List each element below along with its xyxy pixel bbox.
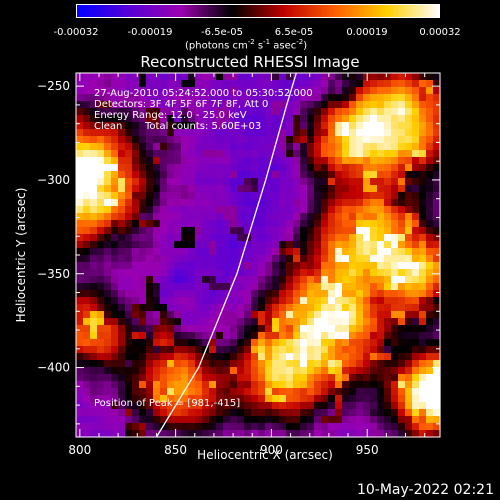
x-tick-label: 850 [164, 443, 187, 457]
y-tick-label: −400 [37, 361, 70, 375]
detectors-text: Detectors: 3F 4F 5F 6F 7F 8F, Att 0 [94, 99, 269, 110]
y-tick-label: −350 [37, 267, 70, 281]
method-text: Clean [94, 121, 123, 132]
timestamp: 10-May-2022 02:21 [356, 482, 494, 498]
x-tick-label: 900 [260, 443, 283, 457]
time-range-text: 27-Aug-2010 05:24:52.000 to 05:30:52.000 [94, 88, 313, 99]
x-axis-label: Heliocentric X (arcsec) [197, 448, 333, 462]
y-tick-label: −250 [37, 79, 70, 93]
colorbar-unit-label: (photons cm-2 s-1 asec-2) [185, 38, 308, 52]
colorbar-tick-label: 6.5e-05 [274, 27, 314, 38]
solar-limb-curve [155, 72, 297, 438]
y-axis-label: Heliocentric Y (arcsec) [14, 187, 28, 323]
energy-range-text: Energy Range: 12.0 - 25.0 keV [94, 110, 247, 121]
colorbar-tick-label: 0.00032 [419, 27, 461, 38]
colorbar-tick-label: 0.00019 [346, 27, 388, 38]
chart-title: Reconstructed RHESSI Image [140, 53, 360, 71]
y-tick-label: −300 [37, 173, 70, 187]
x-tick-label: 800 [68, 443, 91, 457]
peak-position-text: Position of Peak = [981,-415] [94, 398, 241, 409]
total-counts-text: Total counts: 5.60E+03 [145, 121, 262, 132]
axis-ticks: 800 850 900 950 −250 −300 −350 −400 [37, 73, 440, 457]
colorbar-tick-label: -0.00032 [53, 27, 99, 38]
colorbar [76, 4, 440, 18]
colorbar-tick-label: -0.00019 [127, 27, 173, 38]
x-tick-label: 950 [356, 443, 379, 457]
colorbar-tick-label: -6.5e-05 [201, 27, 243, 38]
